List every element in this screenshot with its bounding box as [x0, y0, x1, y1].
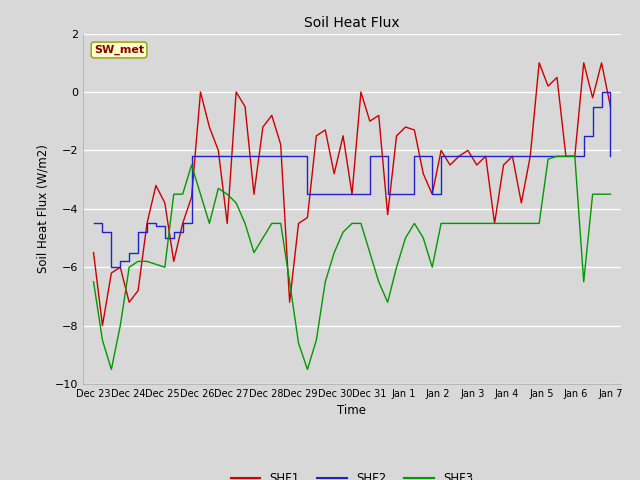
SHF1 — [607, 104, 614, 109]
SHF3 — [553, 154, 561, 159]
Line: SHF2: SHF2 — [93, 92, 611, 267]
SHF3 — [473, 220, 481, 226]
SHF2 — [152, 223, 160, 229]
SHF3 — [152, 262, 160, 267]
SHF3 — [116, 323, 124, 328]
SHF1 — [232, 89, 240, 95]
Text: SW_met: SW_met — [94, 45, 144, 55]
SHF3 — [607, 192, 614, 197]
Legend: SHF1, SHF2, SHF3: SHF1, SHF2, SHF3 — [226, 467, 478, 480]
Y-axis label: Soil Heat Flux (W/m2): Soil Heat Flux (W/m2) — [36, 144, 49, 273]
SHF1 — [152, 182, 160, 188]
SHF2 — [232, 154, 240, 159]
SHF1 — [535, 60, 543, 66]
SHF2 — [607, 154, 614, 159]
SHF2 — [598, 89, 605, 95]
SHF2 — [473, 154, 481, 159]
SHF1 — [473, 162, 481, 168]
SHF3 — [108, 367, 115, 372]
SHF3 — [90, 279, 97, 285]
Title: Soil Heat Flux: Soil Heat Flux — [304, 16, 400, 30]
Line: SHF1: SHF1 — [93, 63, 611, 325]
Line: SHF3: SHF3 — [93, 156, 611, 370]
SHF2 — [366, 154, 374, 159]
SHF1 — [366, 118, 374, 124]
SHF1 — [179, 220, 186, 226]
SHF1 — [116, 264, 124, 270]
SHF2 — [108, 264, 115, 270]
SHF3 — [232, 200, 240, 206]
SHF1 — [90, 250, 97, 255]
SHF2 — [90, 220, 97, 226]
SHF2 — [116, 258, 124, 264]
SHF2 — [179, 220, 186, 226]
SHF3 — [179, 192, 186, 197]
X-axis label: Time: Time — [337, 405, 367, 418]
SHF1 — [99, 323, 106, 328]
SHF3 — [366, 250, 374, 255]
